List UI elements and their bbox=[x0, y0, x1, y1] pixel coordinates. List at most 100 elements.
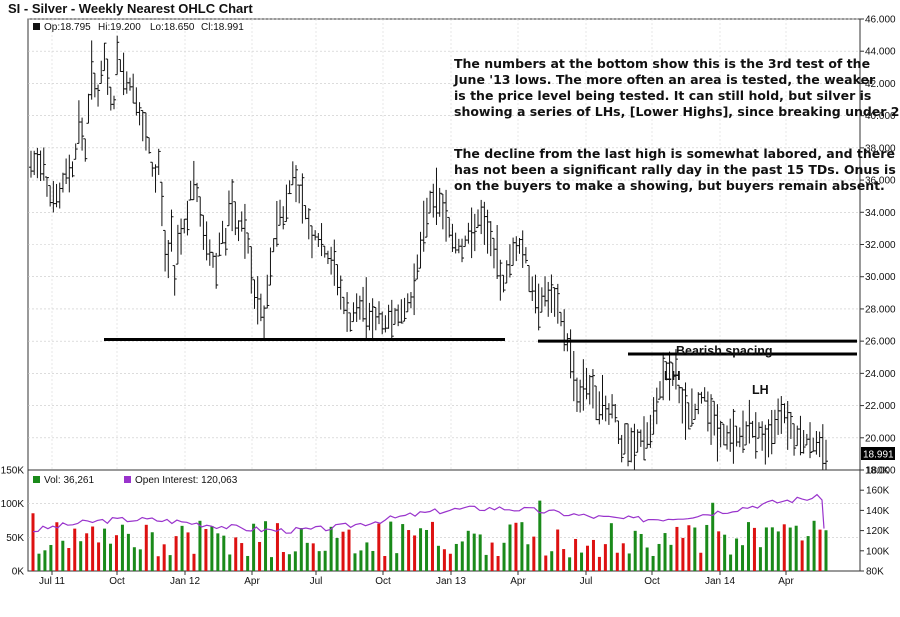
volume-bar bbox=[353, 553, 357, 571]
volume-tick-label: 100K bbox=[1, 499, 25, 510]
volume-bar bbox=[120, 524, 124, 571]
volume-bar bbox=[651, 555, 655, 571]
volume-bars bbox=[31, 500, 828, 571]
annotation-line: on the buyers to make a showing, but buy… bbox=[454, 178, 885, 193]
annotation-line: showing a series of LHs, [Lower Highs], … bbox=[454, 104, 900, 119]
bearish-spacing-label: Bearish spacing bbox=[676, 344, 773, 358]
x-tick-label: Apr bbox=[244, 576, 260, 587]
volume-bar bbox=[770, 527, 774, 571]
volume-bar bbox=[186, 532, 190, 571]
legend-swatch bbox=[33, 23, 40, 30]
volume-bar bbox=[97, 542, 101, 571]
volume-bar bbox=[681, 537, 685, 571]
open-interest-line bbox=[32, 493, 825, 534]
x-axis: Jul 11 Oct Jan 12 Apr Jul Oct Jan 13 Apr Jul Oct J… bbox=[39, 571, 794, 587]
volume-bar bbox=[532, 536, 536, 571]
volume-bar bbox=[735, 538, 739, 571]
volume-bar bbox=[764, 527, 768, 571]
volume-bar bbox=[448, 553, 452, 571]
x-tick-label: Jul bbox=[310, 576, 323, 587]
volume-bar bbox=[609, 523, 613, 571]
volume-bar bbox=[556, 529, 560, 571]
volume-bar bbox=[252, 523, 256, 571]
volume-bar bbox=[43, 550, 47, 571]
volume-bar bbox=[687, 525, 691, 571]
oi-tick-label: 140K bbox=[866, 506, 890, 517]
volume-bar bbox=[425, 529, 429, 571]
volume-bar bbox=[210, 525, 214, 571]
volume-bar bbox=[341, 531, 345, 571]
volume-bar bbox=[699, 552, 703, 571]
volume-bar bbox=[478, 534, 482, 571]
y-tick-label: 26.000 bbox=[865, 337, 896, 348]
volume-bar bbox=[782, 524, 786, 571]
volume-bar bbox=[347, 529, 351, 571]
volume-bar bbox=[675, 526, 679, 571]
volume-bar bbox=[377, 523, 381, 571]
volume-bar bbox=[466, 530, 470, 571]
volume-bar bbox=[305, 542, 309, 571]
x-tick-label: Oct bbox=[644, 576, 660, 587]
volume-bar bbox=[514, 522, 518, 571]
volume-bar bbox=[240, 543, 244, 571]
x-tick-label: Jul 11 bbox=[39, 576, 65, 587]
volume-bar bbox=[228, 554, 232, 571]
open-interest-legend-swatch bbox=[124, 476, 131, 483]
volume-bar bbox=[800, 540, 804, 571]
volume-tick-label: 150K bbox=[1, 466, 25, 477]
volume-bar bbox=[156, 556, 160, 571]
volume-bar bbox=[204, 529, 208, 571]
volume-bar bbox=[222, 535, 226, 571]
volume-gridlines bbox=[28, 503, 860, 538]
volume-bar bbox=[180, 525, 184, 571]
volume-bar bbox=[621, 543, 625, 571]
x-tick-label: Jan 14 bbox=[705, 576, 735, 587]
volume-bar bbox=[430, 521, 434, 571]
volume-bar bbox=[723, 534, 727, 571]
ohlc-bars bbox=[29, 35, 828, 481]
y-tick-label: 24.000 bbox=[865, 369, 896, 380]
x-tick-label: Oct bbox=[109, 576, 125, 587]
volume-bar bbox=[717, 531, 721, 571]
volume-bar bbox=[538, 500, 542, 571]
volume-bar bbox=[454, 543, 458, 571]
x-tick-label: Apr bbox=[778, 576, 794, 587]
oi-tick-label: 100K bbox=[866, 546, 890, 557]
open-interest-legend: Open Interest: 120,063 bbox=[135, 475, 238, 486]
volume-tick-label: 0K bbox=[12, 567, 25, 578]
volume-bar bbox=[138, 549, 142, 571]
volume-bar bbox=[317, 551, 321, 571]
volume-bar bbox=[79, 541, 83, 571]
volume-bar bbox=[383, 556, 387, 571]
y-tick-label: 38.000 bbox=[865, 143, 896, 154]
volume-bar bbox=[705, 524, 709, 571]
x-tick-label: Apr bbox=[510, 576, 526, 587]
volume-bar bbox=[150, 532, 154, 571]
last-price-label: 18.991 bbox=[863, 450, 894, 461]
y-tick-label: 20.000 bbox=[865, 433, 896, 444]
legend-low: Lo:18.650 bbox=[150, 22, 195, 33]
y-tick-label: 46.000 bbox=[865, 15, 896, 26]
volume-bar bbox=[401, 524, 405, 571]
volume-bar bbox=[544, 555, 548, 571]
volume-bar bbox=[55, 522, 59, 571]
price-gridlines bbox=[28, 18, 860, 471]
volume-bar bbox=[580, 552, 584, 571]
volume-bar bbox=[359, 550, 363, 571]
volume-bar bbox=[299, 528, 303, 571]
oi-tick-label: 80K bbox=[866, 567, 884, 578]
volume-bar bbox=[550, 551, 554, 571]
volume-bar bbox=[234, 537, 238, 571]
volume-bar bbox=[419, 528, 423, 571]
volume-bar bbox=[806, 536, 810, 571]
y-tick-label: 32.000 bbox=[865, 240, 896, 251]
volume-bar bbox=[109, 543, 113, 571]
volume-bar bbox=[484, 554, 488, 571]
volume-bar bbox=[645, 547, 649, 571]
volume-bar bbox=[741, 545, 745, 571]
oi-tick-label: 120K bbox=[866, 526, 890, 537]
volume-bar bbox=[460, 541, 464, 571]
volume-bar bbox=[436, 545, 440, 571]
y-tick-label: 34.000 bbox=[865, 208, 896, 219]
oi-tick-label: 160K bbox=[866, 486, 890, 497]
